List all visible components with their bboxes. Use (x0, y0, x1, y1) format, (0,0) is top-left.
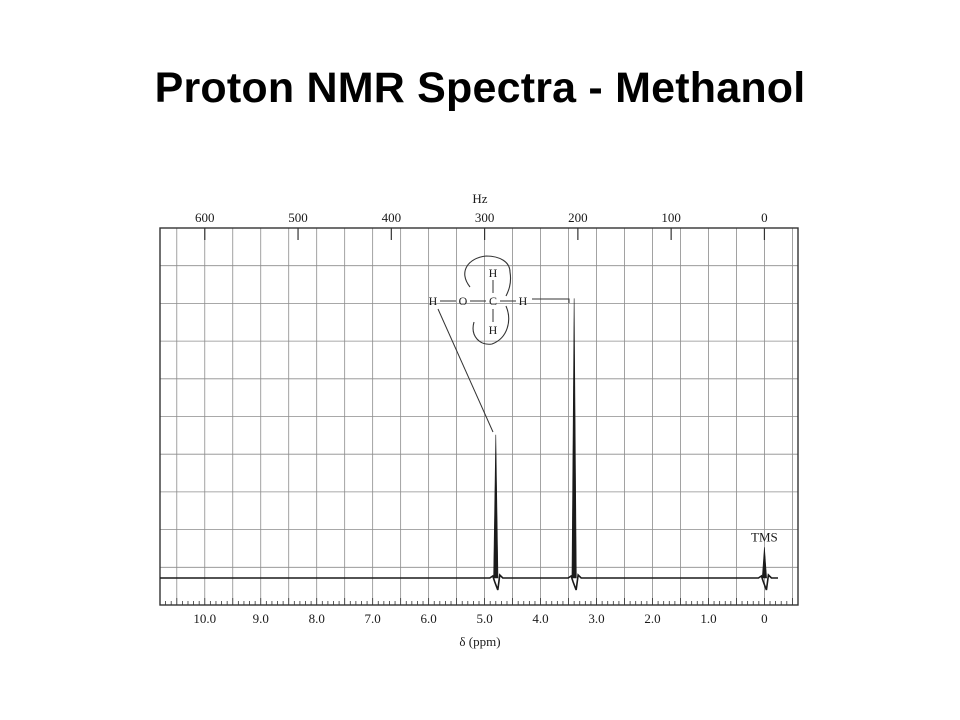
spectrum-peak (761, 547, 767, 579)
x-tick-label: 1.0 (700, 611, 716, 626)
slide-title: Proton NMR Spectra - Methanol (154, 64, 806, 112)
top-tick-label: 100 (661, 210, 681, 225)
top-axis-label: Hz (472, 191, 487, 206)
structure-oxygen: O (459, 294, 468, 308)
x-axis-label: δ (ppm) (459, 634, 500, 649)
top-tick-label: 600 (195, 210, 215, 225)
top-tick-label: 400 (382, 210, 402, 225)
top-tick-label: 0 (761, 210, 768, 225)
x-tick-label: 0 (761, 611, 768, 626)
structure-carbon: C (489, 294, 497, 308)
structure-h-left: H (429, 294, 438, 308)
x-tick-label: 2.0 (644, 611, 660, 626)
methyl-bracket (464, 255, 512, 345)
oh-leader-line (437, 308, 494, 433)
structure-h-top: H (489, 266, 498, 280)
top-tick-label: 200 (568, 210, 588, 225)
spectrum-trace (160, 573, 778, 591)
x-tick-label: 7.0 (365, 611, 381, 626)
x-tick-label: 10.0 (193, 611, 216, 626)
axis-ticks (159, 228, 799, 605)
structure-h-right: H (519, 294, 528, 308)
chart-grid (160, 228, 798, 605)
methanol-structure: H H O C H H (429, 255, 570, 433)
spectrum-peak (571, 298, 577, 579)
ch3-leader-line (532, 298, 570, 303)
top-tick-label: 500 (288, 210, 308, 225)
x-tick-label: 5.0 (476, 611, 492, 626)
x-tick-label: 9.0 (253, 611, 269, 626)
tms-peak-label: TMS (751, 529, 778, 544)
x-tick-label: 6.0 (421, 611, 437, 626)
x-tick-label: 8.0 (309, 611, 325, 626)
top-tick-label: 300 (475, 210, 495, 225)
spectrum-peak (493, 434, 499, 579)
x-tick-label: 3.0 (588, 611, 604, 626)
x-tick-label: 4.0 (532, 611, 548, 626)
structure-h-bottom: H (489, 323, 498, 337)
